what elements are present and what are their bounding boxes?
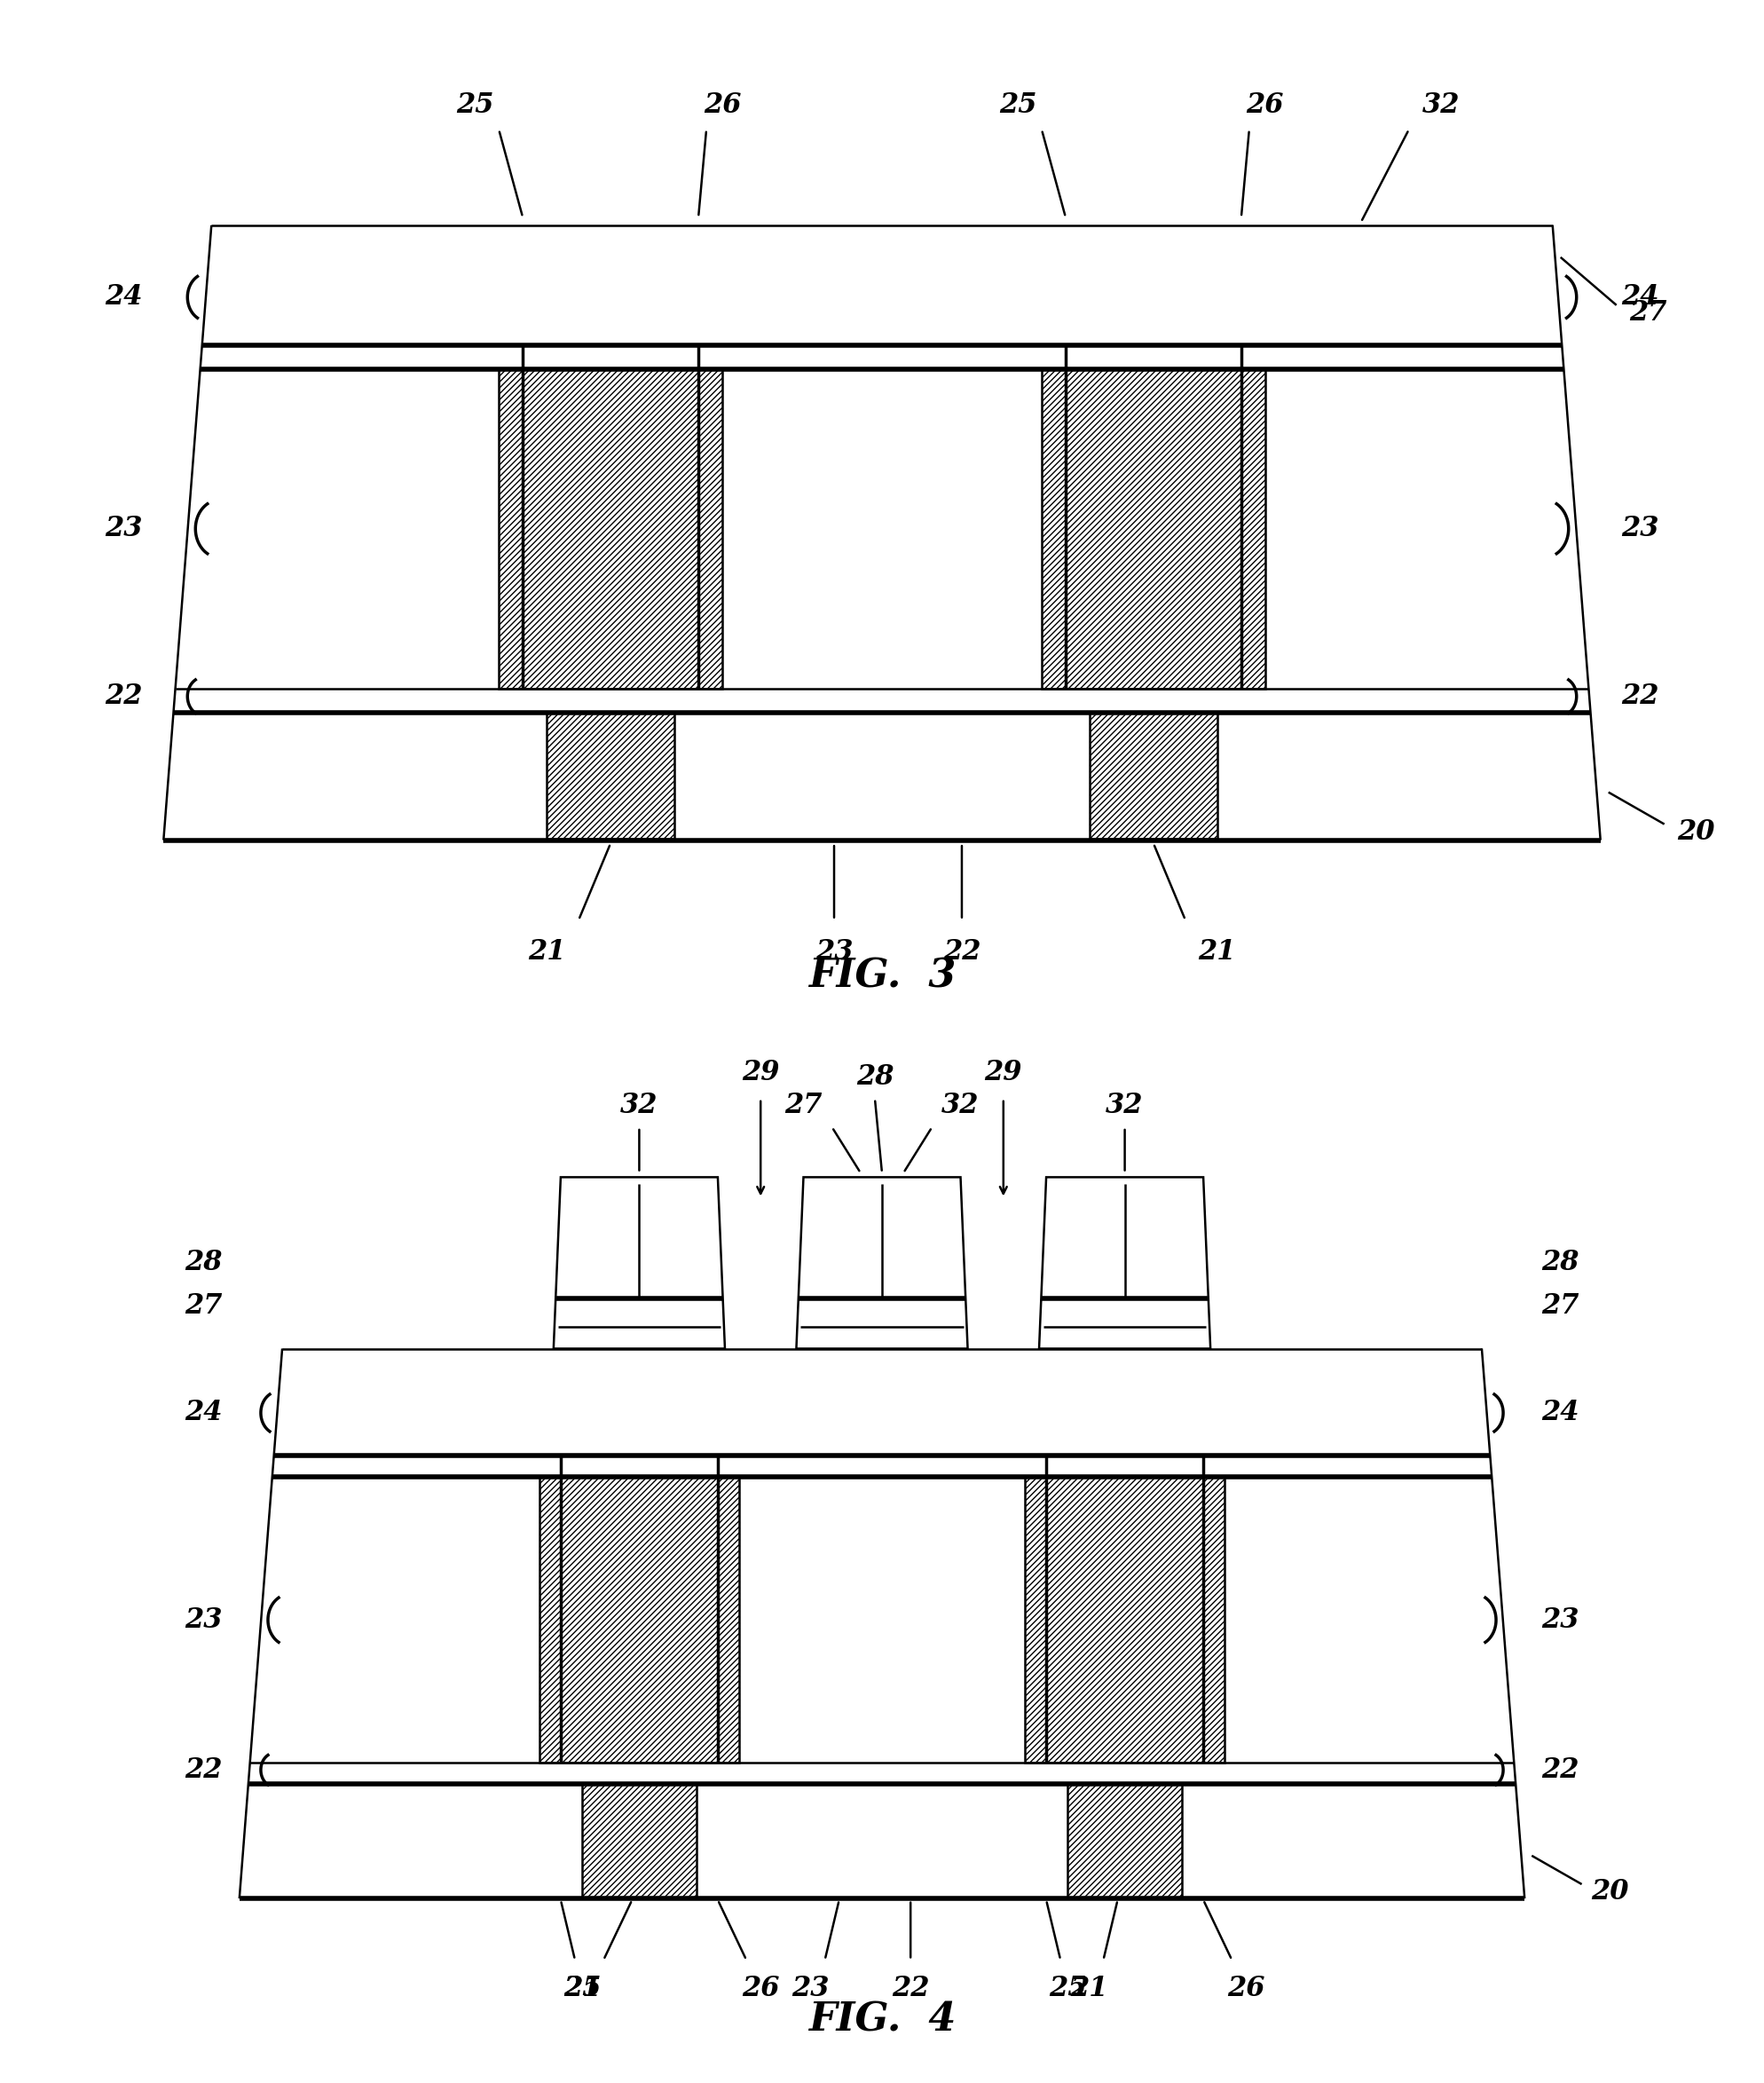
- Text: 29: 29: [984, 1058, 1023, 1087]
- Text: FIG.  4: FIG. 4: [808, 2002, 956, 2039]
- Text: 24: 24: [1621, 283, 1660, 310]
- Text: 20: 20: [1591, 1877, 1630, 1906]
- Text: 24: 24: [185, 1400, 222, 1427]
- Text: 21: 21: [1198, 937, 1237, 967]
- Text: 28: 28: [185, 1250, 222, 1277]
- Text: 21: 21: [1071, 1975, 1108, 2002]
- Text: 28: 28: [856, 1064, 894, 1091]
- Text: 23: 23: [792, 1975, 829, 2002]
- Text: 23: 23: [1542, 1606, 1579, 1633]
- Bar: [1090, 712, 1217, 839]
- Text: 25: 25: [457, 92, 494, 119]
- Bar: [582, 1785, 697, 1898]
- Text: 22: 22: [944, 937, 981, 967]
- Polygon shape: [201, 225, 1563, 369]
- Text: FIG.  3: FIG. 3: [808, 956, 956, 996]
- Text: 22: 22: [185, 1756, 222, 1783]
- Text: 21: 21: [563, 1975, 602, 2002]
- Text: 32: 32: [1106, 1091, 1143, 1119]
- Text: 23: 23: [1621, 515, 1660, 542]
- Text: 32: 32: [1422, 92, 1459, 119]
- Bar: [1067, 1785, 1182, 1898]
- Bar: [1025, 1477, 1224, 1762]
- Text: 20: 20: [1678, 819, 1715, 846]
- Polygon shape: [164, 712, 1600, 839]
- Text: 29: 29: [741, 1058, 780, 1087]
- Text: 24: 24: [1542, 1400, 1579, 1427]
- Bar: [540, 1477, 739, 1762]
- Text: 22: 22: [1621, 683, 1660, 710]
- Text: 23: 23: [815, 937, 854, 967]
- Text: 22: 22: [104, 683, 143, 710]
- Polygon shape: [1039, 1177, 1210, 1348]
- Text: 23: 23: [185, 1606, 222, 1633]
- Polygon shape: [272, 1348, 1492, 1477]
- Polygon shape: [175, 369, 1589, 689]
- Text: 27: 27: [1630, 300, 1667, 327]
- Text: 26: 26: [741, 1975, 780, 2002]
- Text: 25: 25: [998, 92, 1037, 119]
- Text: 23: 23: [104, 515, 143, 542]
- Text: 25: 25: [1050, 1975, 1087, 2002]
- Text: 27: 27: [785, 1091, 822, 1119]
- Polygon shape: [796, 1177, 968, 1348]
- Text: 21: 21: [527, 937, 566, 967]
- Text: 32: 32: [942, 1091, 979, 1119]
- Text: 28: 28: [1542, 1250, 1579, 1277]
- Text: 24: 24: [104, 283, 143, 310]
- Text: 25: 25: [563, 1975, 602, 2002]
- Polygon shape: [240, 1785, 1524, 1898]
- Text: 27: 27: [185, 1291, 222, 1319]
- Bar: [1043, 369, 1265, 689]
- Polygon shape: [250, 1477, 1514, 1762]
- Text: 22: 22: [893, 1975, 930, 2002]
- Text: 27: 27: [1542, 1291, 1579, 1319]
- Text: 26: 26: [1247, 92, 1284, 119]
- Text: 32: 32: [621, 1091, 658, 1119]
- Text: 22: 22: [1542, 1756, 1579, 1783]
- Text: 26: 26: [704, 92, 741, 119]
- Bar: [547, 712, 674, 839]
- Bar: [499, 369, 721, 689]
- Text: 26: 26: [1228, 1975, 1265, 2002]
- Polygon shape: [554, 1177, 725, 1348]
